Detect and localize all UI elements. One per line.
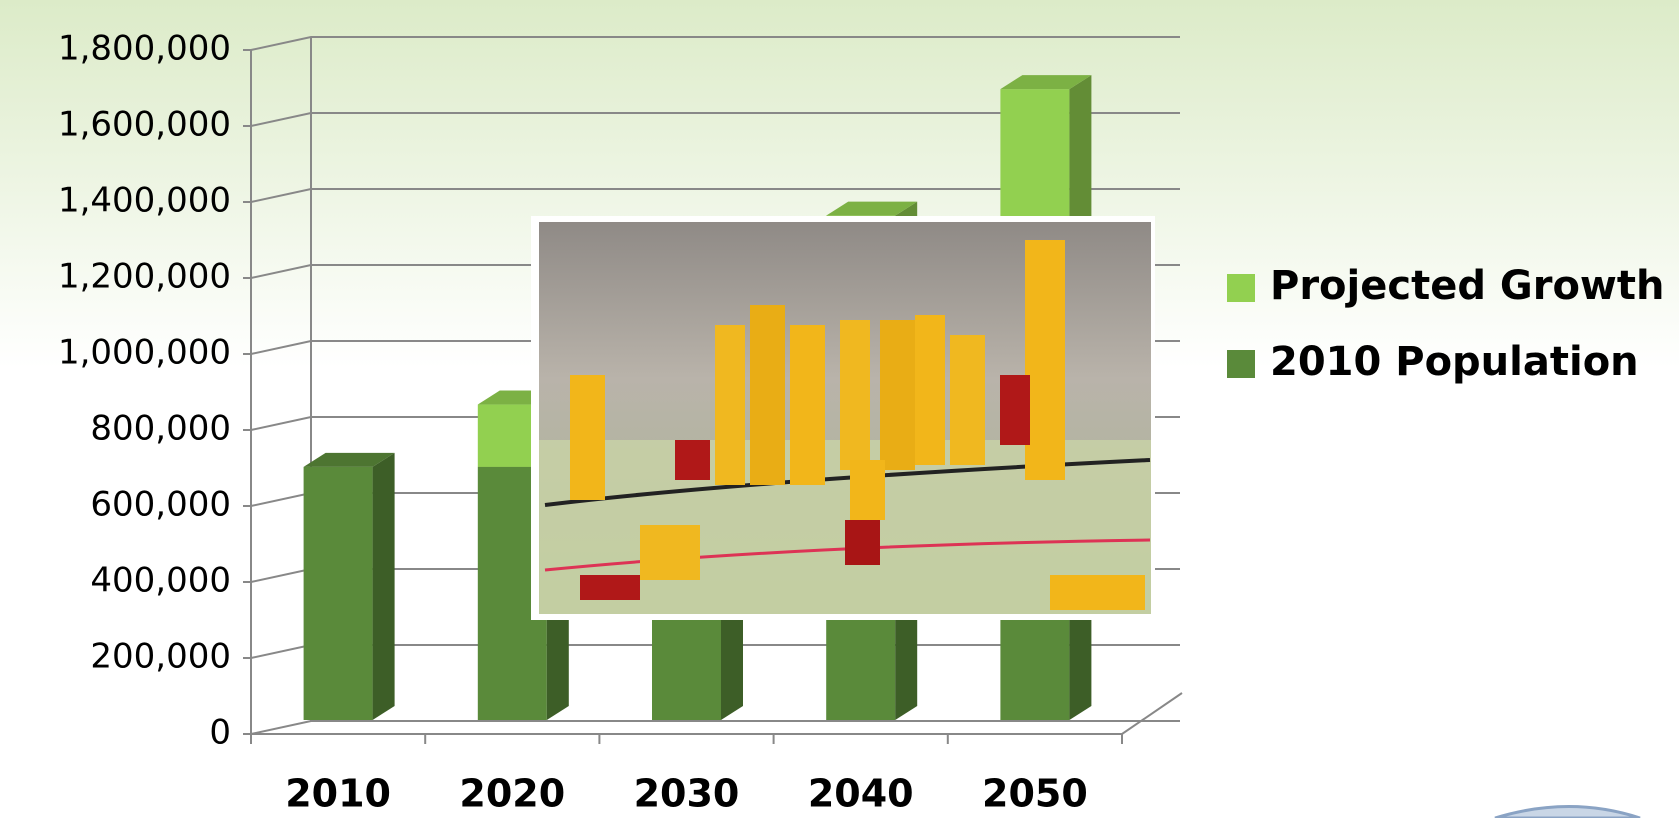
legend-swatch [1227, 274, 1255, 302]
axes: 0 200,000 400,000 600,000 800,000 1,000,000 1,… [58, 29, 1183, 816]
bar-top [826, 201, 918, 216]
bar-front [303, 466, 373, 720]
x-tick-label: 2010 [285, 772, 391, 816]
photo [531, 216, 1155, 620]
y-tick-label: 200,000 [90, 637, 231, 677]
logo [1494, 805, 1641, 818]
x-tick-label: 2020 [459, 772, 565, 816]
y-tick-label: 0 [209, 713, 231, 753]
y-tick-label: 1,000,000 [58, 333, 231, 373]
bar-top [1000, 75, 1092, 90]
y-tick-label: 600,000 [90, 485, 231, 525]
x-tick-label: 2040 [808, 772, 914, 816]
y-tick-label: 1,400,000 [58, 181, 231, 221]
y-tick-label: 1,600,000 [58, 105, 231, 145]
legend-label: 2010 Population [1270, 339, 1639, 385]
legend-label: Projected Growth [1270, 263, 1664, 309]
grid-line [250, 720, 1180, 735]
x-tick-label: 2050 [982, 772, 1088, 816]
y-tick-label: 1,200,000 [58, 257, 231, 297]
x-tick-label: 2030 [634, 772, 740, 816]
grid-line [250, 188, 1180, 203]
y-tick-label: 800,000 [90, 409, 231, 449]
bar-side [372, 452, 395, 720]
y-tick-label: 400,000 [90, 561, 231, 601]
bar-top [303, 452, 395, 467]
legend: Projected Growth 2010 Population [1227, 263, 1664, 385]
grid-line [250, 36, 1180, 51]
legend-swatch [1227, 350, 1255, 378]
grid-line [250, 112, 1180, 127]
bar-segment [303, 452, 395, 720]
y-tick-label: 1,800,000 [58, 29, 231, 69]
